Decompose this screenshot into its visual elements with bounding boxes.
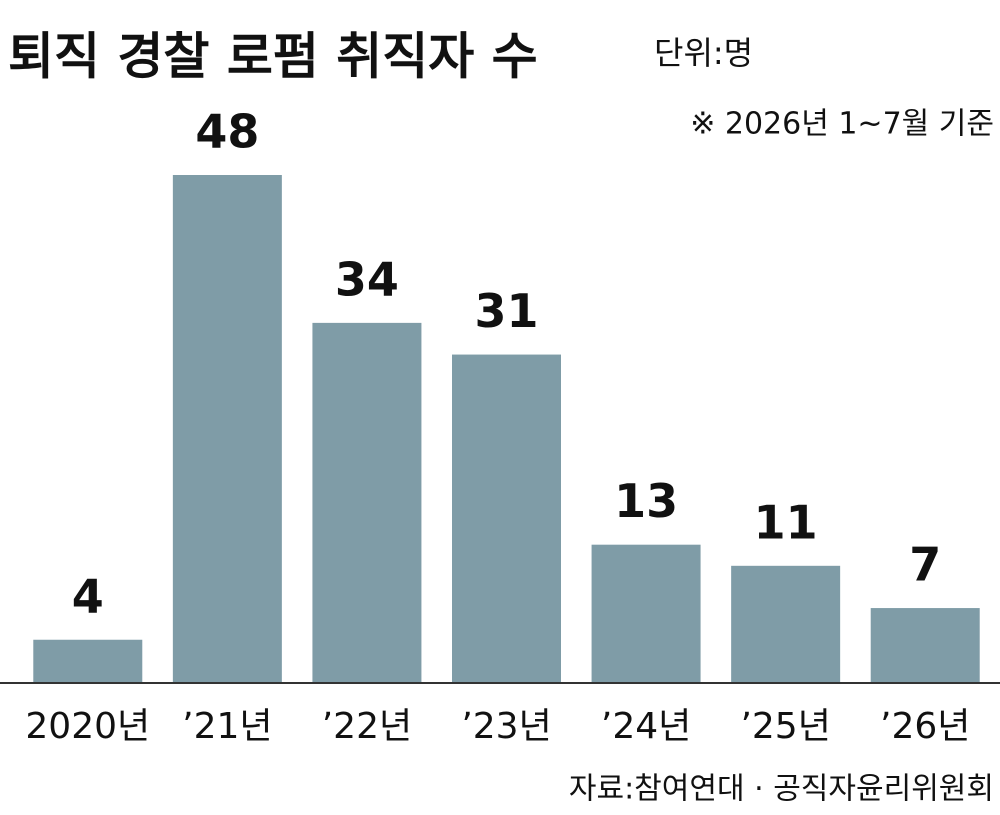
value-label: 4 [72,569,104,623]
value-label: 7 [909,538,941,592]
bar [172,175,282,682]
value-label: 11 [754,495,818,549]
bar [591,544,701,682]
bar [312,322,422,682]
value-label: 13 [614,474,678,528]
chart-title: 퇴직 경찰 로펌 취직자 수 [8,28,538,86]
bar [452,354,561,682]
x-tick-label: ’23년 [461,706,551,747]
value-label: 48 [195,105,259,159]
unit-label: 단위:명 [654,34,753,72]
bar [731,565,841,682]
bar [870,608,980,682]
x-tick-label: ’25년 [740,706,830,747]
x-tick-label: ’26년 [880,706,970,747]
x-tick-label: ’22년 [322,706,412,747]
x-tick-label: 2020년 [25,706,150,747]
x-tick-label: ’21년 [182,706,272,747]
value-label: 31 [474,284,538,338]
x-tick-label: ’24년 [601,706,691,747]
value-label: 34 [335,252,399,306]
note: ※ 2026년 1~7월 기준 [690,107,994,142]
source: 자료:참여연대 · 공직자윤리위원회 [569,772,994,807]
bar [33,639,143,682]
